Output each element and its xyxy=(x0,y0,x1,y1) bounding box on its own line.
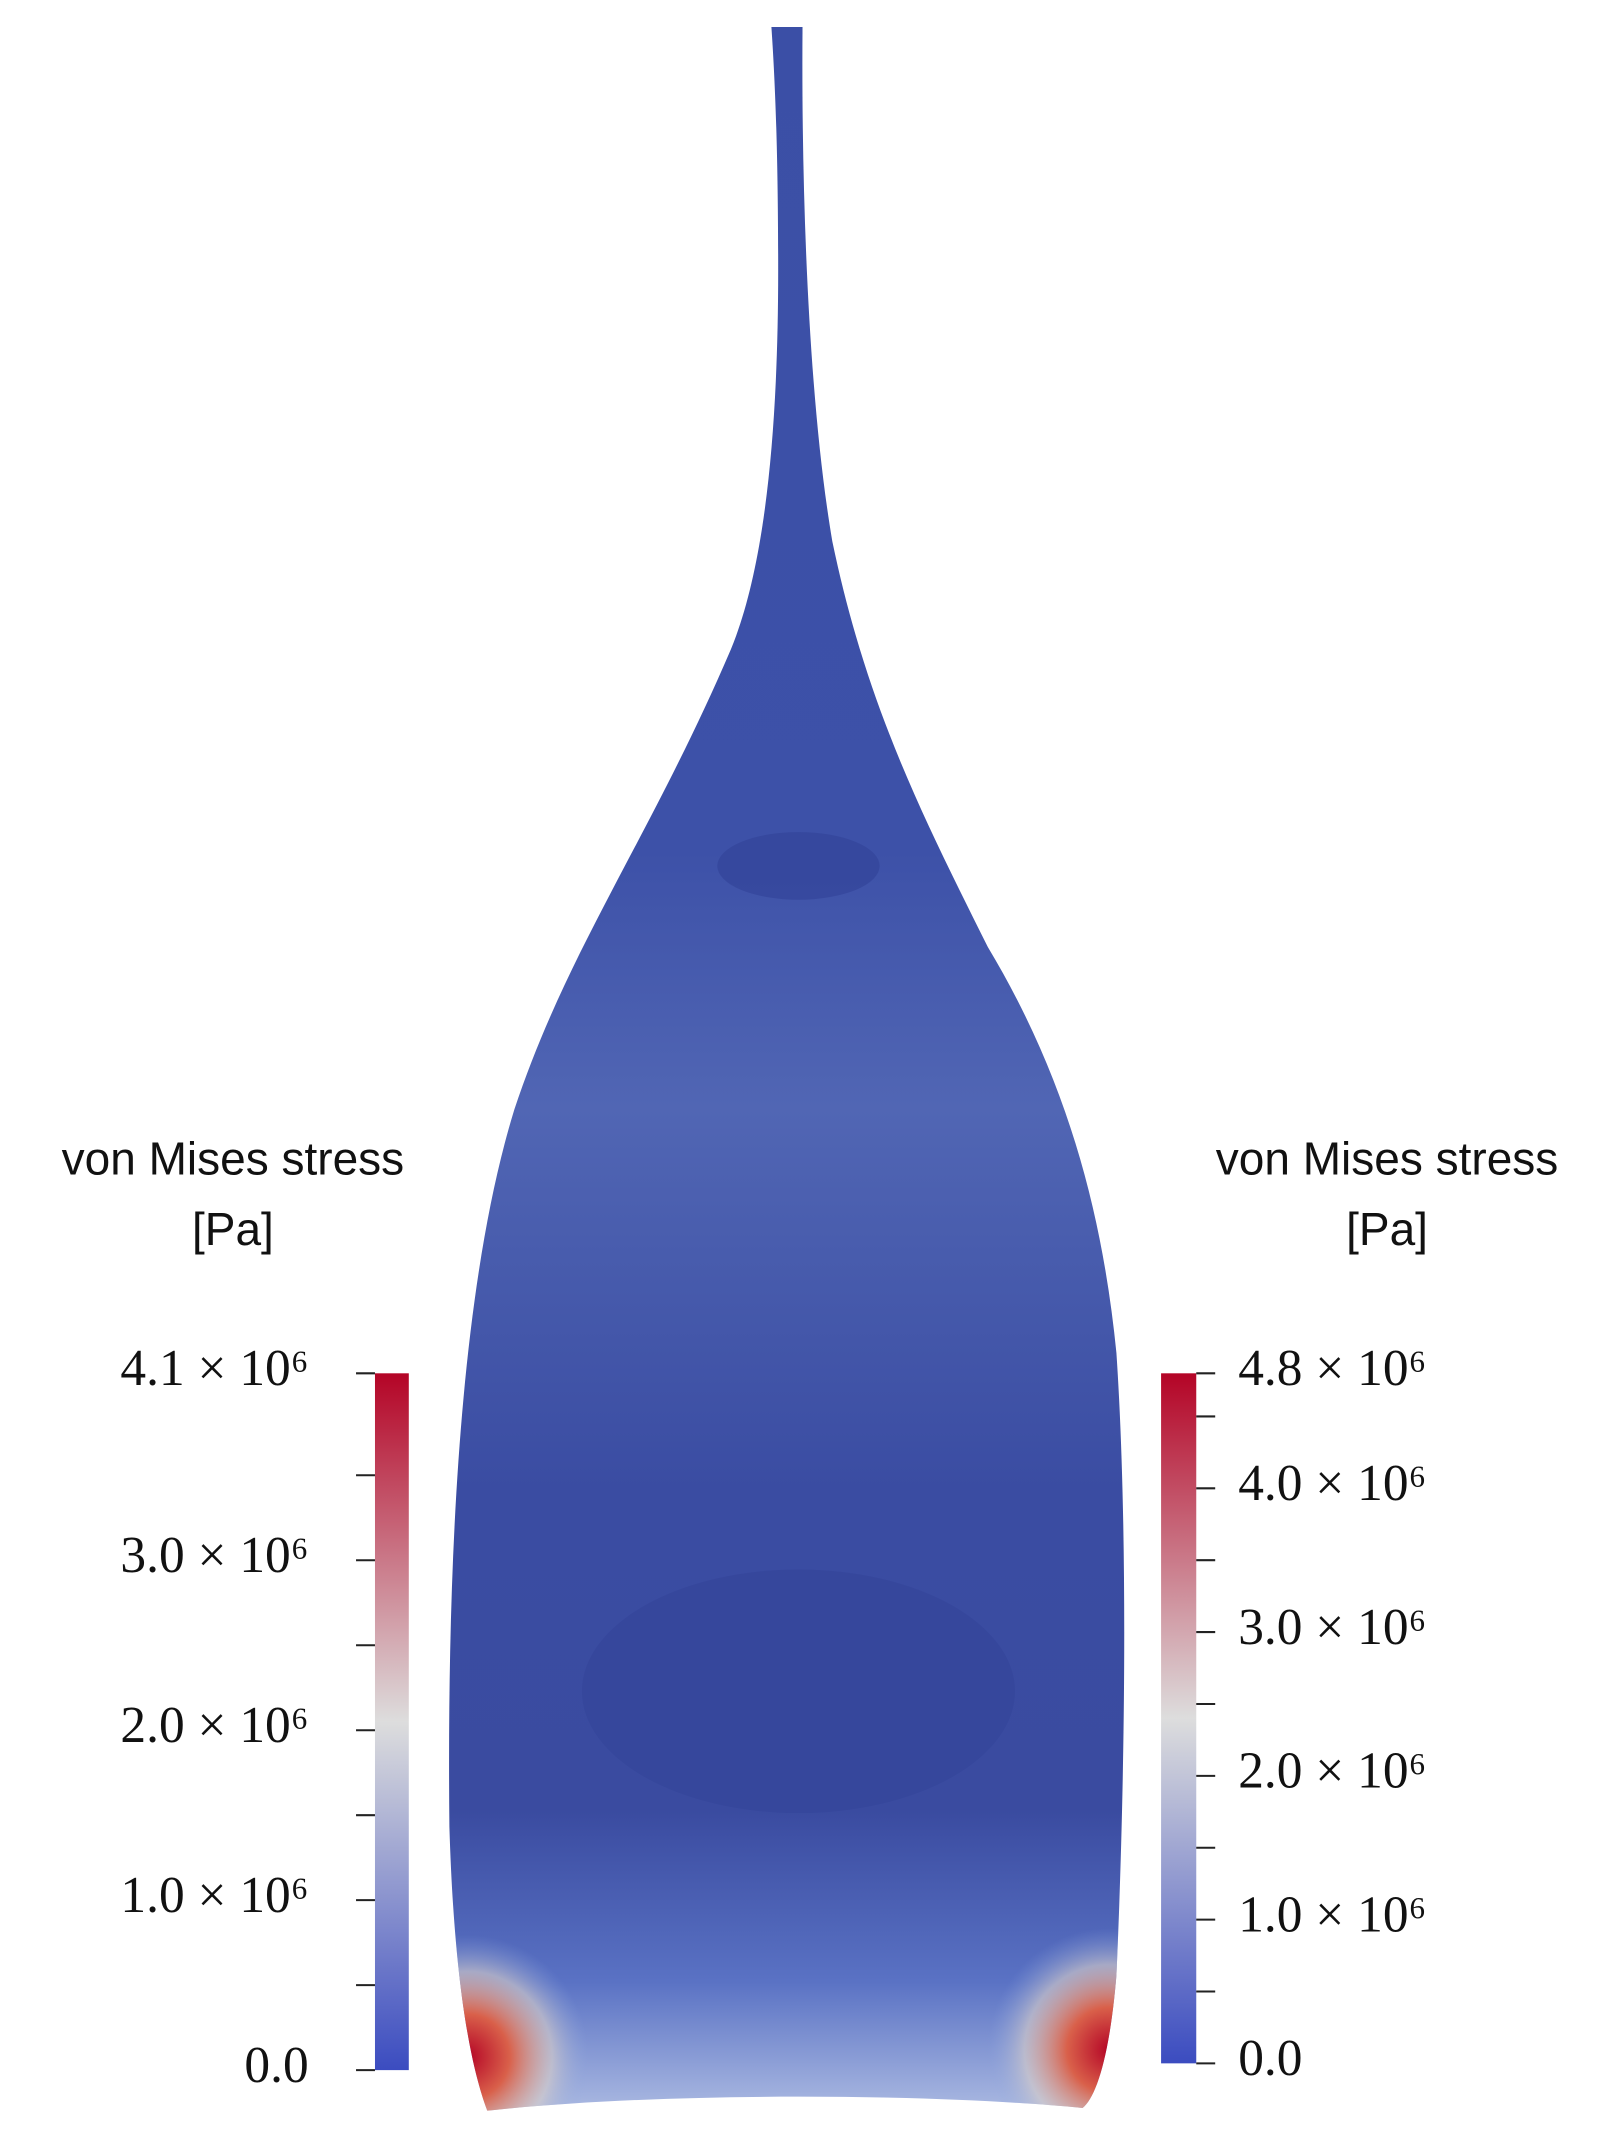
tick-label: 0.0 xyxy=(1238,2030,1302,2087)
tick-label: 2.0 × 10⁶ xyxy=(1238,1743,1426,1800)
tick-label: 2.0 × 10⁶ xyxy=(120,1697,308,1754)
tick-label: 3.0 × 10⁶ xyxy=(1238,1599,1426,1656)
stress-field xyxy=(449,27,1125,2111)
colorbar xyxy=(374,1373,409,2071)
tick-label: 0.0 xyxy=(244,2037,308,2094)
tick-label: 4.8 × 10⁶ xyxy=(1238,1340,1426,1397)
colorbar-title: von Mises stress xyxy=(1216,1132,1559,1184)
colorbar xyxy=(1161,1373,1197,2064)
tick-label: 1.0 × 10⁶ xyxy=(1238,1886,1426,1943)
hot-spot xyxy=(449,1894,1125,2111)
tick-label: 3.0 × 10⁶ xyxy=(120,1527,308,1584)
tick-label: 4.1 × 10⁶ xyxy=(120,1340,308,1397)
tick-label: 4.0 × 10⁶ xyxy=(1238,1455,1426,1512)
colorbar-title: [Pa] xyxy=(192,1203,274,1255)
colorbar-title: [Pa] xyxy=(1346,1203,1428,1255)
tick-label: 1.0 × 10⁶ xyxy=(120,1867,308,1924)
body-shade xyxy=(581,1569,1015,1814)
body-shade xyxy=(717,832,880,900)
colorbar-title: von Mises stress xyxy=(62,1132,405,1184)
